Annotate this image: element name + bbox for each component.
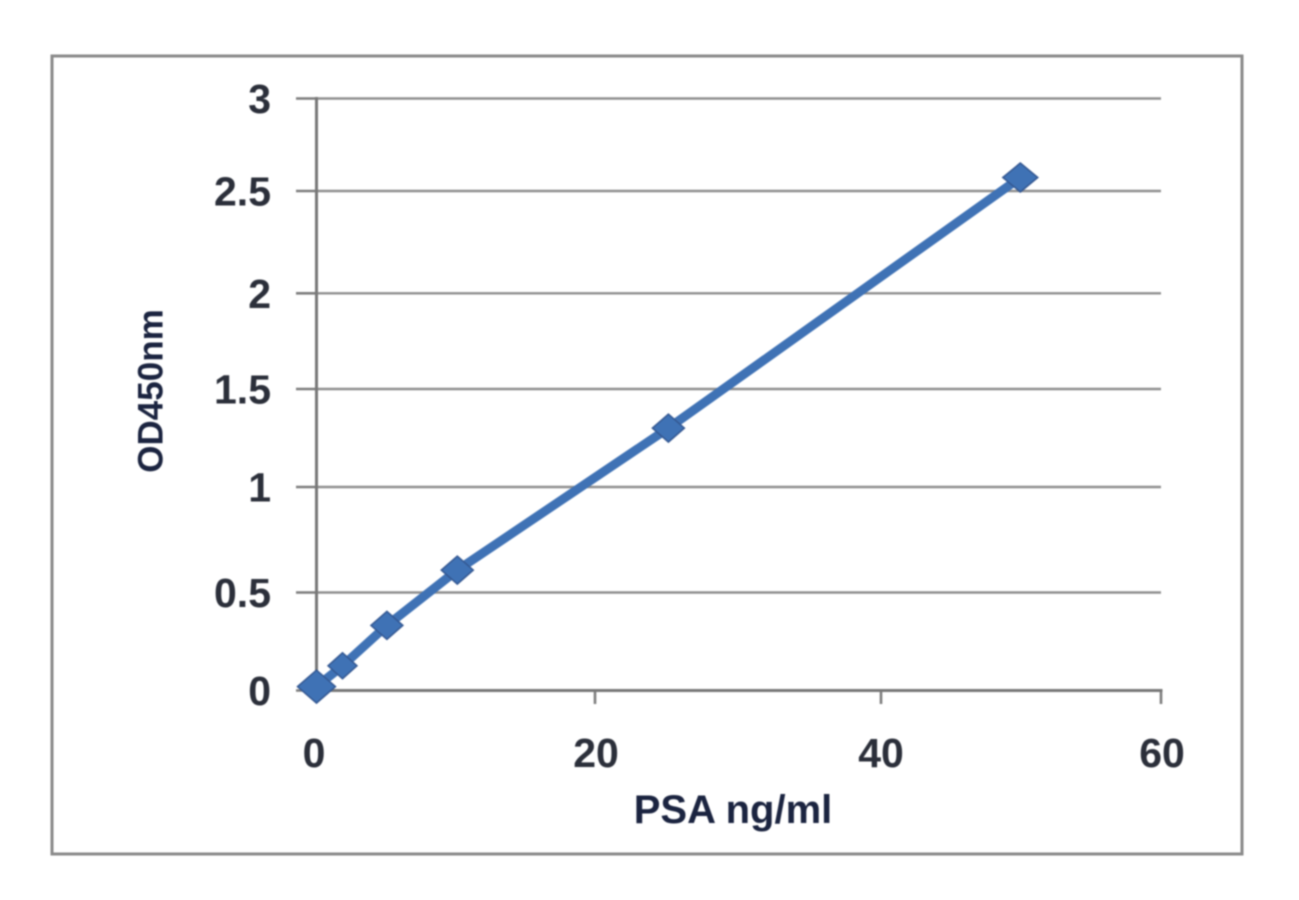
svg-text:20: 20 xyxy=(573,730,619,776)
svg-text:60: 60 xyxy=(1139,730,1185,776)
svg-text:0.5: 0.5 xyxy=(214,570,271,616)
svg-text:2: 2 xyxy=(248,271,271,317)
svg-text:0: 0 xyxy=(303,730,326,776)
svg-text:1: 1 xyxy=(248,465,271,511)
svg-text:2.5: 2.5 xyxy=(214,169,271,215)
svg-text:0: 0 xyxy=(248,668,271,714)
svg-text:1.5: 1.5 xyxy=(214,367,271,413)
svg-text:PSA ng/ml: PSA ng/ml xyxy=(634,788,833,832)
svg-text:3: 3 xyxy=(248,76,271,122)
svg-text:40: 40 xyxy=(858,730,904,776)
svg-text:OD450nm: OD450nm xyxy=(132,309,171,472)
